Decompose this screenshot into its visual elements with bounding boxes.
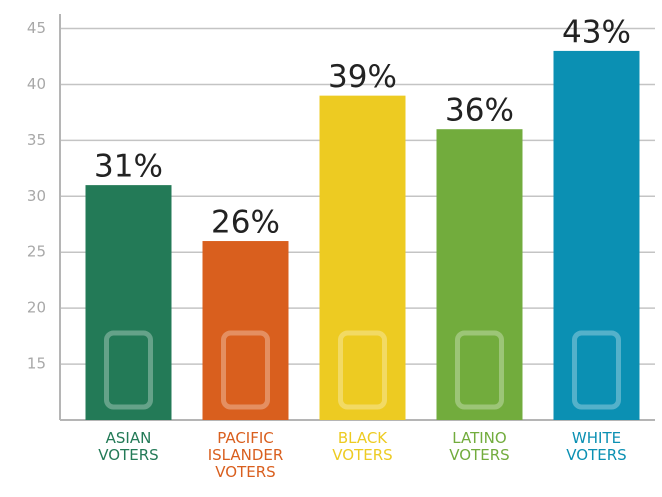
y-tick-label: 40: [27, 75, 46, 93]
value-label: 26%: [211, 205, 280, 241]
icon: [572, 330, 621, 410]
bar: [553, 50, 640, 421]
bar: [319, 95, 406, 420]
y-tick-label: 15: [27, 355, 46, 373]
x-tick-label: PACIFIC ISLANDER VOTERS: [207, 429, 284, 481]
x-tick-label: WHITE VOTERS: [566, 429, 627, 464]
y-tick-label: 30: [27, 187, 46, 205]
icon: [455, 330, 504, 410]
x-tick-label: BLACK VOTERS: [332, 429, 393, 464]
bar: [436, 129, 523, 420]
value-label: 43%: [562, 14, 631, 50]
icon: [104, 330, 153, 410]
y-tick-label: 25: [27, 243, 46, 261]
y-tick-label: 45: [27, 19, 46, 37]
icon: [221, 330, 270, 410]
bar: [85, 185, 172, 420]
bar: [202, 241, 289, 420]
value-label: 39%: [328, 59, 397, 95]
value-label: 36%: [445, 93, 514, 129]
y-tick-label: 35: [27, 131, 46, 149]
icon: [338, 330, 387, 410]
value-label: 31%: [94, 149, 163, 185]
x-tick-label: LATINO VOTERS: [449, 429, 510, 464]
x-tick-label: ASIAN VOTERS: [98, 429, 159, 464]
y-tick-label: 20: [27, 299, 46, 317]
